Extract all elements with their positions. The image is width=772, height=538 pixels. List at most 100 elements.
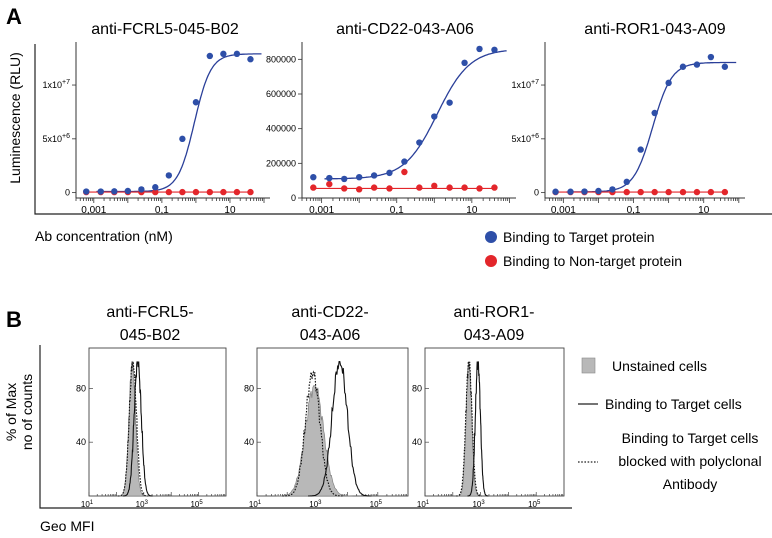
panel-a-label: A	[6, 4, 22, 29]
target-point	[111, 188, 118, 195]
plot-frame	[256, 347, 409, 497]
panel-a-xlabel: Ab concentration (nM)	[35, 228, 173, 244]
target-point	[247, 56, 254, 63]
target-point	[233, 50, 241, 58]
target-point	[581, 188, 588, 195]
nontarget-point	[233, 188, 241, 196]
x-tick-label: 0,1	[627, 205, 641, 216]
nontarget-point	[220, 188, 227, 196]
x-tick-label: 0,001	[309, 205, 334, 216]
target-point	[446, 99, 453, 106]
blocked-histogram	[456, 360, 482, 497]
x-tick-label: 101	[81, 500, 94, 509]
panel-b-label: B	[6, 307, 22, 332]
target-point	[124, 187, 132, 195]
chart-title-line-1: anti-FCRL5-	[106, 304, 193, 321]
x-tick-label: 10	[698, 205, 710, 216]
target-point	[179, 135, 186, 143]
x-tick-label: 101	[417, 500, 430, 509]
blocked-histogram	[282, 370, 344, 497]
dose-response-chart-2: anti-CD22-043-A06 0,001 0,1 10 0 200000 400000…	[266, 21, 516, 216]
target-histogram	[308, 360, 372, 497]
nontarget-point	[693, 188, 701, 196]
target-point	[97, 188, 104, 195]
legend-blocked-label-line1: Binding to Target cells	[622, 430, 759, 446]
blocked-histogram	[117, 360, 148, 497]
legend-nontarget-marker	[485, 255, 497, 267]
nontarget-point	[416, 184, 423, 191]
target-point	[476, 45, 483, 53]
x-tick-label: 103	[472, 500, 485, 509]
chart-title: anti-FCRL5-045-B02	[91, 21, 239, 38]
target-histogram	[122, 361, 153, 497]
target-point	[651, 109, 658, 117]
y-tick-label: 1x10+7	[511, 79, 539, 90]
target-point	[386, 169, 393, 177]
fit-curve	[566, 61, 737, 193]
panel-a-legend: Binding to Target protein Binding to Non…	[485, 229, 682, 269]
fit-curve	[96, 53, 262, 193]
legend-nontarget-label: Binding to Non-target protein	[503, 253, 682, 269]
nontarget-point	[401, 168, 408, 176]
y-tick-label: 800000	[266, 54, 296, 64]
x-tick-label: 105	[370, 500, 383, 509]
y-tick-label: 5x10+6	[511, 133, 539, 144]
chart-title: anti-ROR1-043-A09	[584, 21, 726, 38]
y-tick-label: 0	[534, 188, 539, 198]
target-point	[220, 50, 227, 58]
nontarget-point	[431, 182, 438, 190]
x-tick-label: 0,001	[81, 205, 106, 216]
target-point	[192, 99, 200, 106]
target-point	[461, 59, 468, 66]
y-tick-label: 1x10+7	[42, 79, 70, 90]
x-tick-label: 10	[224, 205, 236, 216]
target-point	[431, 113, 438, 120]
nontarget-point	[165, 188, 173, 196]
nontarget-point	[192, 188, 200, 196]
plot-frame	[424, 347, 565, 497]
chart-title-line-2: 043-A06	[300, 327, 361, 344]
nontarget-point	[247, 188, 254, 196]
y-tick-label: 40	[76, 437, 86, 447]
target-point	[355, 174, 363, 181]
target-point	[341, 175, 348, 183]
x-tick-label: 10	[466, 205, 478, 216]
nontarget-point	[152, 188, 159, 196]
nontarget-point	[341, 185, 348, 192]
panel-a-charts: anti-FCRL5-045-B02 0,001 0,1 10 0 5x10+6 1x10+…	[42, 21, 745, 216]
x-tick-label: 103	[136, 500, 149, 509]
nontarget-point	[310, 184, 317, 191]
x-tick-label: 103	[309, 500, 322, 509]
y-tick-label: 80	[76, 383, 86, 393]
target-point	[552, 188, 559, 195]
panel-b-outer-axis	[39, 345, 572, 509]
target-point	[206, 52, 214, 60]
nontarget-point	[386, 185, 393, 192]
panel-a-ylabel: Luminescence (RLU)	[7, 52, 23, 184]
x-tick-label: 105	[528, 500, 541, 509]
legend-unstained-swatch	[581, 357, 596, 374]
x-tick-label: 0,1	[155, 205, 169, 216]
nontarget-point	[326, 180, 333, 188]
y-tick-label: 0	[291, 193, 296, 203]
unstained-histogram	[457, 361, 481, 497]
histogram-chart-3: anti-ROR1- 043-A09 101 103 105 40 80	[412, 304, 565, 509]
y-tick-label: 600000	[266, 89, 296, 99]
x-tick-label: 101	[249, 500, 262, 509]
target-point	[693, 61, 701, 68]
dose-response-chart-1: anti-FCRL5-045-B02 0,001 0,1 10 0 5x10+6 1x10+…	[42, 21, 270, 216]
nontarget-point	[721, 188, 729, 196]
panel-b-ylabel-line2: no of counts	[19, 374, 35, 450]
legend-target-label: Binding to Target protein	[503, 229, 655, 245]
histogram-chart-1: anti-FCRL5- 045-B02 101 103 105 40 80	[76, 304, 227, 509]
chart-title-line-2: 045-B02	[120, 327, 181, 344]
target-point	[567, 188, 574, 195]
nontarget-point	[679, 188, 687, 196]
y-tick-label: 0	[65, 188, 70, 198]
target-point	[138, 186, 145, 193]
legend-unstained-label: Unstained cells	[612, 358, 707, 374]
legend-blocked-label-line2: blocked with polyclonal	[618, 453, 761, 469]
nontarget-point	[461, 184, 468, 191]
